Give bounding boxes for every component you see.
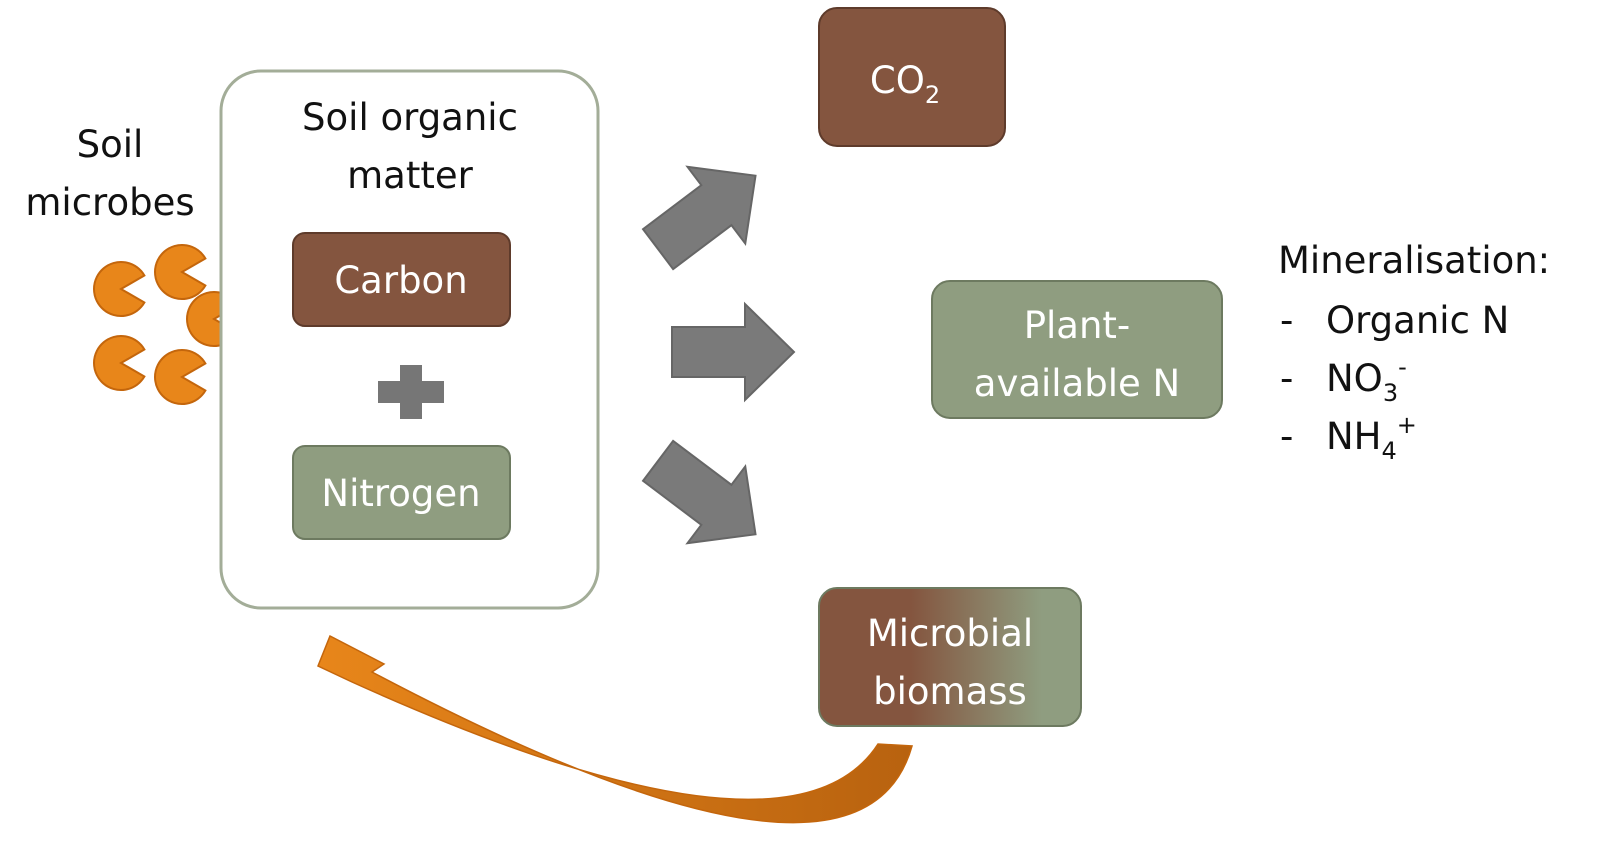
mineral-item: - NH4+	[1280, 411, 1417, 465]
mineral-item: - Organic N	[1280, 299, 1509, 342]
microbes	[93, 244, 239, 405]
biomass-label: Microbial biomass	[867, 612, 1033, 713]
microbe	[93, 261, 146, 317]
microbe	[154, 244, 207, 300]
feedback-arrow	[317, 634, 913, 824]
nitrogen-label: Nitrogen	[321, 472, 480, 515]
plant-n-box	[931, 280, 1223, 419]
plant-n-label: Plant-available N	[974, 304, 1180, 405]
co2-box	[818, 7, 1006, 147]
microbes-label: Soil microbes	[25, 123, 194, 224]
carbon-box	[292, 232, 511, 327]
arrow-up	[641, 165, 757, 271]
mineral-item: - NO3-	[1280, 353, 1407, 407]
biomass-box	[818, 587, 1082, 727]
co2-label: CO2	[870, 59, 940, 109]
carbon-label: Carbon	[334, 259, 467, 302]
mineralisation-title: Mineralisation:	[1278, 239, 1550, 282]
som-label: Soil organic matter	[302, 96, 518, 197]
nitrogen-box	[292, 445, 511, 540]
arrow-down	[641, 439, 757, 545]
microbe	[154, 349, 207, 405]
plus	[378, 365, 444, 419]
arrow-right	[671, 301, 796, 403]
microbe	[93, 335, 146, 391]
arrows	[641, 165, 796, 545]
